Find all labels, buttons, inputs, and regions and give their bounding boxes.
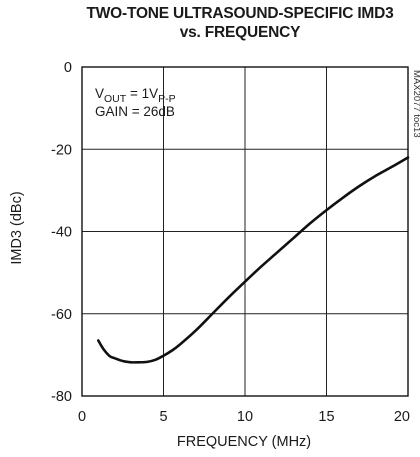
y-axis-label: IMD3 (dBc): [9, 191, 25, 264]
imd3-series-line: [97, 156, 410, 364]
chart-title-line-2: vs. FREQUENCY: [179, 24, 301, 41]
y-tick-label: -80: [51, 389, 72, 405]
gain-annotation: GAIN = 26dB: [95, 104, 175, 119]
y-tick-label: -60: [51, 307, 72, 323]
y-tick-label: 0: [64, 60, 72, 76]
x-axis-label: FREQUENCY (MHz): [177, 434, 311, 450]
x-tick-label: 0: [78, 409, 86, 425]
x-axis-ticks: 0 5 10 15 20: [78, 409, 410, 425]
grid: [82, 67, 408, 396]
chart-title-line-1: TWO-TONE ULTRASOUND-SPECIFIC IMD3: [86, 5, 394, 22]
vout-annotation-sub2: P-P: [158, 93, 176, 105]
vout-annotation: VOUT = 1VP-P: [95, 86, 176, 105]
y-axis-ticks: 0 -20 -40 -60 -80: [51, 60, 72, 405]
y-tick-label: -20: [51, 142, 72, 158]
plot-frame: [81, 66, 409, 397]
y-tick-label: -40: [51, 225, 72, 241]
x-tick-label: 5: [159, 409, 167, 425]
chart-title: TWO-TONE ULTRASOUND-SPECIFIC IMD3 vs. FR…: [60, 4, 420, 42]
x-tick-label: 15: [318, 409, 334, 425]
part-number-watermark: MAX2077 toc13: [411, 70, 420, 138]
x-tick-label: 20: [394, 409, 410, 425]
x-tick-label: 10: [237, 409, 253, 425]
vout-annotation-v: V: [95, 86, 104, 101]
vout-annotation-sub: OUT: [104, 93, 127, 105]
vout-annotation-mid: = 1V: [126, 86, 158, 101]
